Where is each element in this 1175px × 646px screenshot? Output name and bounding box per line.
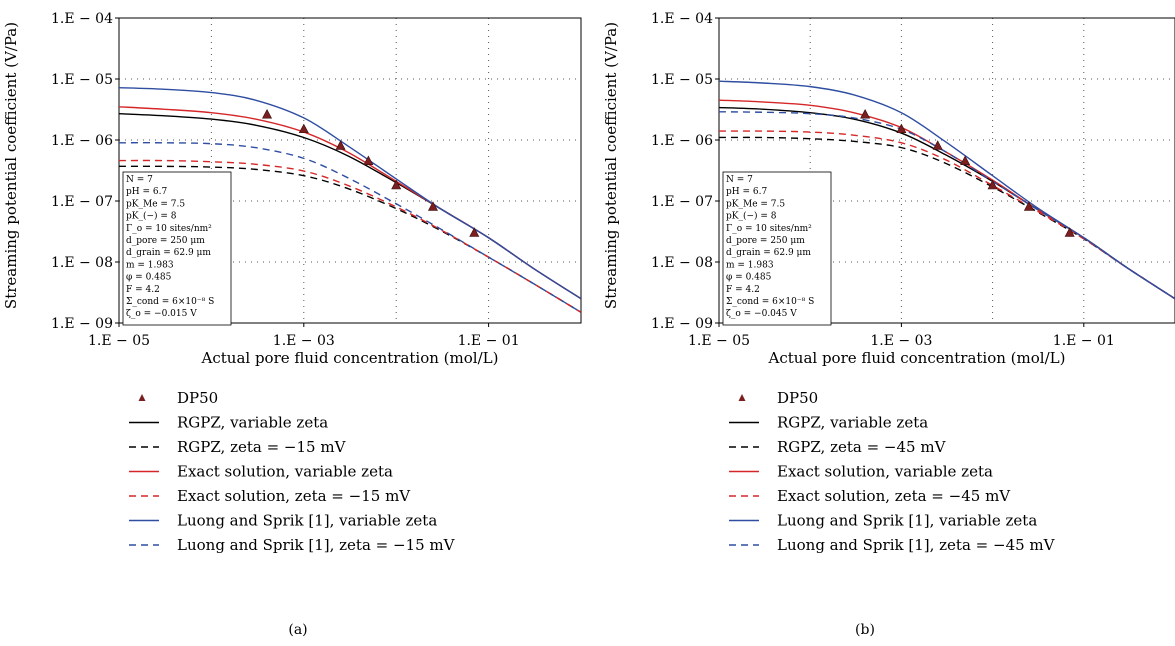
legend-marker [738, 394, 746, 401]
y-tick-label: 1.E − 08 [651, 255, 713, 271]
series-line-6 [719, 111, 1175, 300]
series-line-4 [719, 130, 1175, 300]
y-tick-label: 1.E − 05 [51, 72, 113, 88]
parameter-text: pK_(−) = 8 [126, 211, 177, 222]
x-tick-label: 1.E − 05 [88, 333, 150, 349]
data-point-marker [860, 109, 871, 119]
parameter-text: Σ_cond = 6×10⁻⁸ S [126, 297, 214, 307]
parameter-text: m = 1.983 [126, 260, 174, 270]
parameter-text: d_pore = 250 μm [126, 236, 205, 246]
parameter-text: d_grain = 62.9 μm [726, 248, 811, 258]
parameter-box [722, 171, 832, 326]
data-point-marker [363, 155, 374, 165]
series-group [719, 80, 1175, 300]
parameter-text: Γ_o = 10 sites/nm² [726, 224, 812, 234]
parameter-text: d_pore = 250 μm [726, 236, 805, 246]
y-tick-label: 1.E − 06 [51, 133, 113, 149]
y-tick-label: 1.E − 08 [51, 255, 113, 271]
legend-entry: RGPZ, zeta = −45 mV [777, 438, 947, 456]
data-point-marker [960, 155, 971, 165]
y-tick-label: 1.E − 04 [51, 11, 113, 27]
parameter-text: pH = 6.7 [726, 187, 767, 197]
data-point-marker [932, 140, 943, 150]
legend-marker [138, 394, 146, 401]
x-tick-label: 1.E − 01 [1053, 333, 1115, 349]
series-line-5 [119, 87, 581, 300]
y-tick-label: 1.E − 07 [651, 194, 713, 210]
data-point-marker [469, 227, 480, 237]
legend-entry: RGPZ, variable zeta [177, 414, 328, 432]
data-point-marker [987, 179, 998, 190]
data-point-marker [1023, 201, 1034, 211]
x-tick-label: 1.E − 01 [458, 333, 520, 349]
legend-entry: Exact solution, zeta = −45 mV [777, 487, 1011, 505]
x-tick-label: 1.E − 03 [870, 333, 932, 349]
x-axis-title: Actual pore fluid concentration (mol/L) [201, 349, 499, 367]
legend-entry: Luong and Sprik [1], variable zeta [177, 512, 437, 530]
plot-frame [718, 17, 1175, 324]
legend-entry: DP50 [777, 389, 818, 407]
parameter-text: pK_Me = 7.5 [126, 199, 185, 209]
legend-entry: Luong and Sprik [1], zeta = −15 mV [177, 536, 456, 554]
parameter-text: Σ_cond = 6×10⁻⁸ S [726, 297, 814, 307]
parameter-text: F = 4.2 [126, 285, 160, 295]
data-point-marker [298, 123, 309, 134]
data-point-marker [262, 109, 273, 119]
series-group [119, 87, 581, 313]
parameter-text: φ = 0.485 [726, 273, 772, 283]
panel-label: (b) [855, 622, 875, 638]
data-point-marker [1064, 227, 1075, 237]
data-point-marker [427, 201, 438, 211]
parameter-text: pK_Me = 7.5 [726, 199, 785, 209]
series-line-6 [119, 142, 581, 313]
legend-entry: Luong and Sprik [1], variable zeta [777, 512, 1037, 530]
legend-entry: Exact solution, variable zeta [177, 463, 393, 481]
parameter-box [122, 171, 232, 326]
parameter-text: ζ_o = −0.015 V [126, 309, 197, 319]
x-axis-title: Actual pore fluid concentration (mol/L) [768, 349, 1066, 367]
chart-panel-a: 1.E − 09 1.E − 08 1.E − 07 1.E − 06 1.E − 05… [2, 11, 582, 638]
y-axis-title: Streaming potential coefficient (V/Pa) [2, 22, 20, 309]
legend-entry: DP50 [177, 389, 218, 407]
series-line-4 [119, 159, 581, 313]
y-tick-label: 1.E − 06 [651, 133, 713, 149]
x-tick-label: 1.E − 03 [273, 333, 335, 349]
legend-entry: RGPZ, zeta = −15 mV [177, 438, 347, 456]
parameter-text: pH = 6.7 [126, 187, 167, 197]
y-tick-label: 1.E − 04 [651, 11, 713, 27]
parameter-text: N = 7 [726, 175, 753, 185]
y-axis-title: Streaming potential coefficient (V/Pa) [602, 22, 620, 309]
parameter-text: F = 4.2 [726, 285, 760, 295]
legend-entry: Exact solution, zeta = −15 mV [177, 487, 411, 505]
parameter-text: pK_(−) = 8 [726, 211, 777, 222]
parameter-text: Γ_o = 10 sites/nm² [126, 224, 212, 234]
parameter-text: φ = 0.485 [126, 273, 172, 283]
y-tick-label: 1.E − 09 [51, 316, 113, 332]
parameter-text: N = 7 [126, 175, 153, 185]
x-tick-label: 1.E − 05 [688, 333, 750, 349]
parameter-text: m = 1.983 [726, 260, 774, 270]
y-tick-label: 1.E − 05 [651, 72, 713, 88]
parameter-text: ζ_o = −0.045 V [726, 309, 797, 319]
legend-entry: Luong and Sprik [1], zeta = −45 mV [777, 536, 1056, 554]
panel-label: (a) [288, 622, 307, 638]
parameter-text: d_grain = 62.9 μm [126, 248, 211, 258]
plot-frame [118, 17, 582, 324]
y-tick-label: 1.E − 07 [51, 194, 113, 210]
legend-entry: RGPZ, variable zeta [777, 414, 928, 432]
data-point-marker [335, 140, 346, 150]
legend-entry: Exact solution, variable zeta [777, 463, 993, 481]
data-point-marker [391, 179, 402, 190]
data-point-marker [896, 123, 907, 134]
y-tick-label: 1.E − 09 [651, 316, 713, 332]
chart-panel-b: 1.E − 09 1.E − 08 1.E − 07 1.E − 06 1.E − 05… [602, 11, 1175, 638]
